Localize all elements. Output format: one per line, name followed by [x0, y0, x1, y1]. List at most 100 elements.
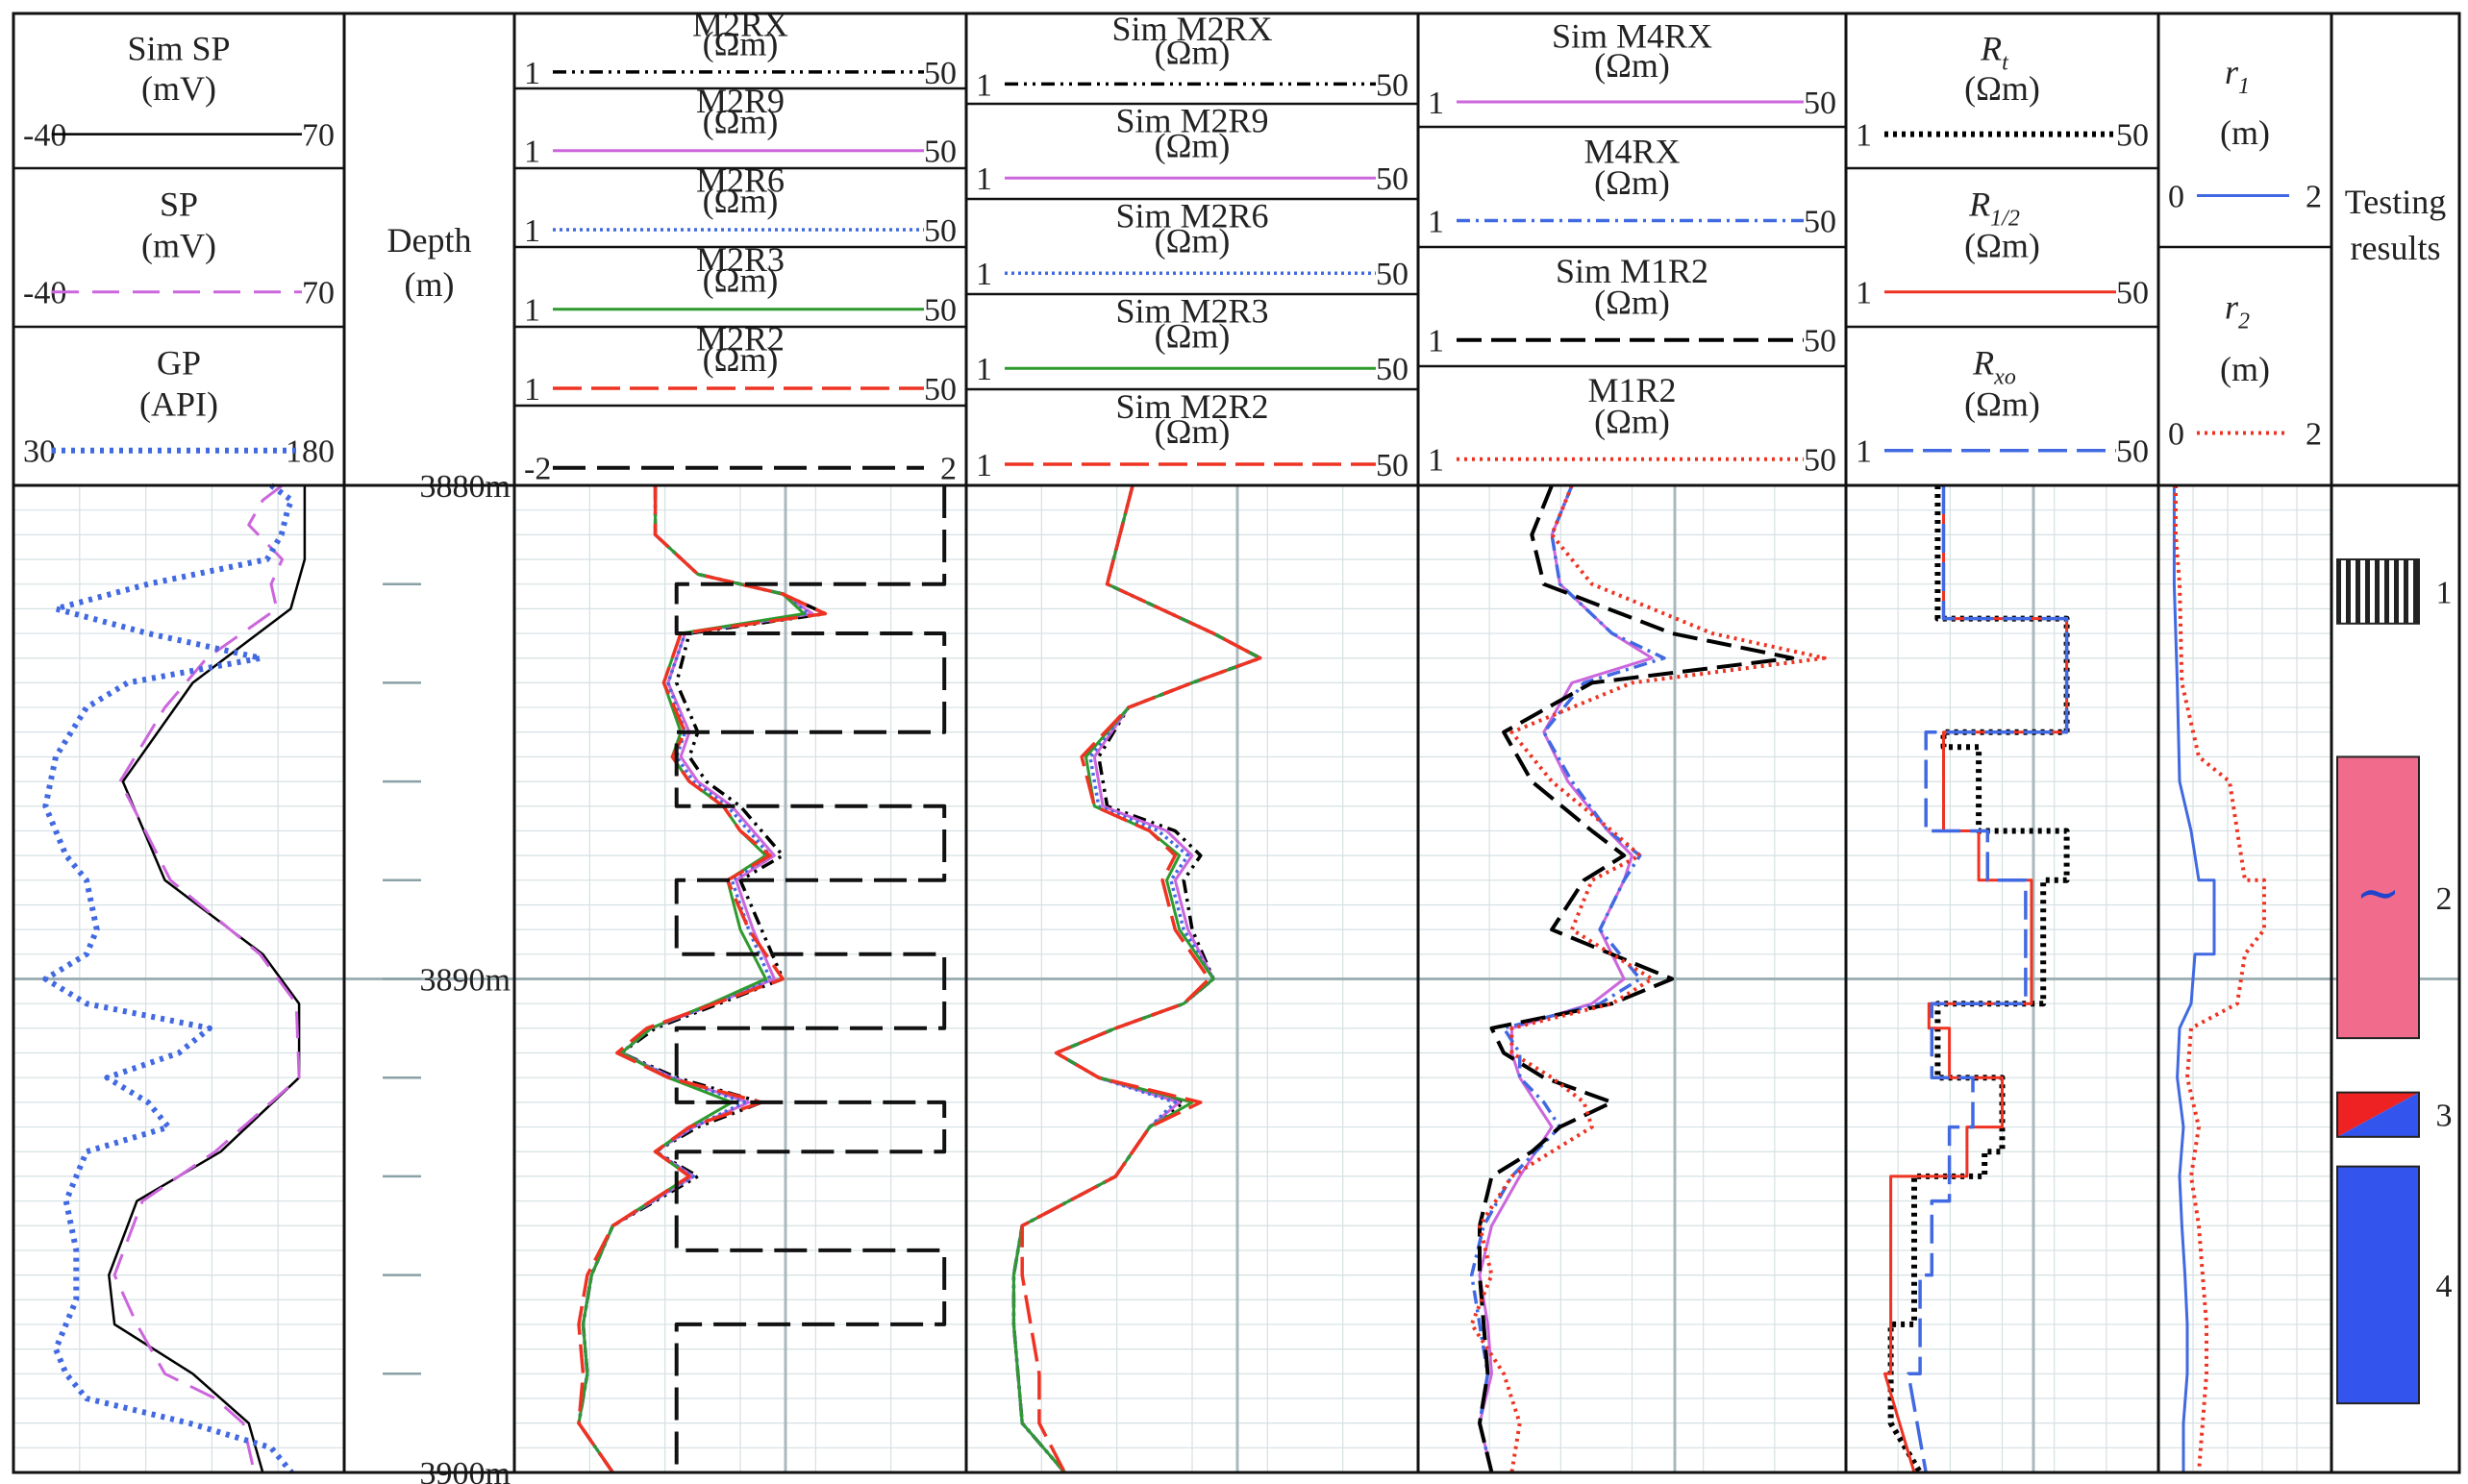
curve-name: Sim M2RX [1111, 10, 1272, 48]
testing-result-2: ∼ [2336, 755, 2420, 1040]
curve-range-max: 50 [2116, 434, 2149, 470]
curve-name: r1 [2225, 53, 2250, 99]
curve-range-min: 1 [1856, 434, 1872, 470]
testing-result-3 [2336, 1091, 2420, 1138]
depth-unit: (m) [405, 265, 455, 304]
curve-range-min: 30 [23, 434, 56, 470]
curve-unit: (Ωm) [703, 182, 779, 220]
curve-range-min: -40 [23, 118, 66, 154]
curve-range-max: 50 [924, 56, 957, 91]
curve-name-sub: 2 [2238, 309, 2250, 334]
curve-unit: (Ωm) [1155, 412, 1231, 451]
curve-name: GP [157, 344, 201, 383]
curve-name: Rt [1980, 29, 2009, 75]
testing-result-4 [2336, 1165, 2420, 1405]
curve-unit: (Ωm) [703, 25, 779, 63]
curve-range-max: 50 [924, 213, 957, 249]
curve-range-min: 1 [1428, 86, 1444, 121]
result-box [2336, 1091, 2420, 1138]
water-symbol: ∼ [2356, 864, 2401, 924]
curve-unit: (Ωm) [703, 260, 779, 299]
curve-unit: (Ωm) [1594, 163, 1670, 202]
curve-name: r2 [2225, 287, 2250, 334]
result-label: 3 [2436, 1099, 2453, 1134]
curve-range-max: 50 [1376, 161, 1409, 197]
curve-name: M1R2 [1587, 371, 1676, 409]
curve-range-max: 50 [2116, 118, 2149, 154]
curve-range-min: 1 [1428, 443, 1444, 479]
curve-unit: (Ωm) [1155, 221, 1231, 260]
curve-range-min: 0 [2168, 416, 2184, 452]
curve-range-max: 50 [1376, 448, 1409, 483]
curve-name: M4RX [1583, 133, 1680, 171]
curve-name: Sim M2R3 [1115, 292, 1268, 331]
curve-unit: (Ωm) [1155, 34, 1231, 72]
curve-name-sub: t [2002, 50, 2009, 75]
curve-range-max: 50 [1376, 257, 1409, 292]
curve-range-min: 0 [2168, 180, 2184, 215]
curve-line [42, 482, 295, 1474]
result-label: 4 [2436, 1269, 2453, 1304]
depth-tick-label: 3890m [420, 963, 511, 999]
curve-name-sub: 1 [2238, 74, 2250, 99]
curve-range-min: 1 [1856, 276, 1872, 311]
outer-border [12, 12, 2461, 1474]
curve-unit: (Ωm) [703, 340, 779, 379]
result-label: 1 [2436, 575, 2453, 610]
curve-range-max: 50 [2116, 276, 2149, 311]
curve-unit: (Ωm) [1155, 126, 1231, 164]
curve-line [577, 485, 828, 1473]
curve-line [2172, 485, 2216, 1472]
curve-name-sub: 1/2 [1990, 207, 2020, 232]
curve-line [1887, 485, 2070, 1474]
curve-range-max: 50 [1376, 67, 1409, 103]
curve-unit: (m) [2220, 113, 2270, 152]
curve-range-min: -2 [524, 452, 551, 487]
curve-unit: (Ωm) [1594, 46, 1670, 85]
curve-line [1478, 484, 1795, 1473]
curve-name: Sim M2R6 [1115, 197, 1268, 235]
testing-result-1 [2336, 558, 2420, 625]
curve-range-max: 2 [940, 452, 957, 487]
curve-name: Sim SP [127, 29, 230, 67]
curve-unit: (mV) [141, 69, 216, 108]
curve-range-min: 1 [1428, 324, 1444, 359]
curve-range-max: 50 [924, 293, 957, 329]
curve-line [112, 483, 301, 1473]
curve-range-min: 1 [524, 56, 540, 91]
curve-range-max: 70 [302, 276, 335, 311]
curve-line [108, 485, 307, 1473]
testing-results-title: Testing [2345, 183, 2446, 221]
frame [12, 12, 2461, 1474]
curve-unit: (Ωm) [703, 102, 779, 140]
depth-label: Depth [387, 221, 472, 260]
curve-range-max: 50 [1376, 352, 1409, 387]
curve-name: Sim M2R2 [1115, 387, 1268, 426]
curve-range-min: 1 [976, 352, 992, 387]
curve-name: R1/2 [1968, 186, 2020, 232]
curve-unit: (Ωm) [1964, 226, 2040, 264]
curve-range-min: 1 [524, 293, 540, 329]
curve-range-min: 1 [1856, 118, 1872, 154]
curve-unit: (API) [139, 384, 218, 423]
curve-line [1469, 484, 1666, 1473]
curve-unit: (Ωm) [1964, 384, 2040, 423]
curve-name: Sim M2R9 [1115, 102, 1268, 140]
depth-ticks [383, 582, 421, 1375]
curve-range-min: 1 [976, 67, 992, 103]
result-box [2336, 755, 2420, 1040]
curve-range-min: 1 [976, 257, 992, 292]
result-box [2336, 558, 2420, 625]
curve-line [1478, 484, 1654, 1473]
curve-range-max: 50 [1804, 205, 1836, 240]
curve-name: SP [160, 186, 198, 224]
curve-range-max: 2 [2306, 416, 2322, 452]
curve-name: M2RX [692, 5, 788, 43]
curve-range-max: 50 [924, 372, 957, 408]
curve-name: Rxo [1972, 344, 2016, 390]
testing-results-title: results [2351, 229, 2441, 267]
curve-range-min: 1 [524, 135, 540, 170]
result-bottom-triangle [2337, 1092, 2419, 1137]
curve-unit: (m) [2220, 350, 2270, 388]
